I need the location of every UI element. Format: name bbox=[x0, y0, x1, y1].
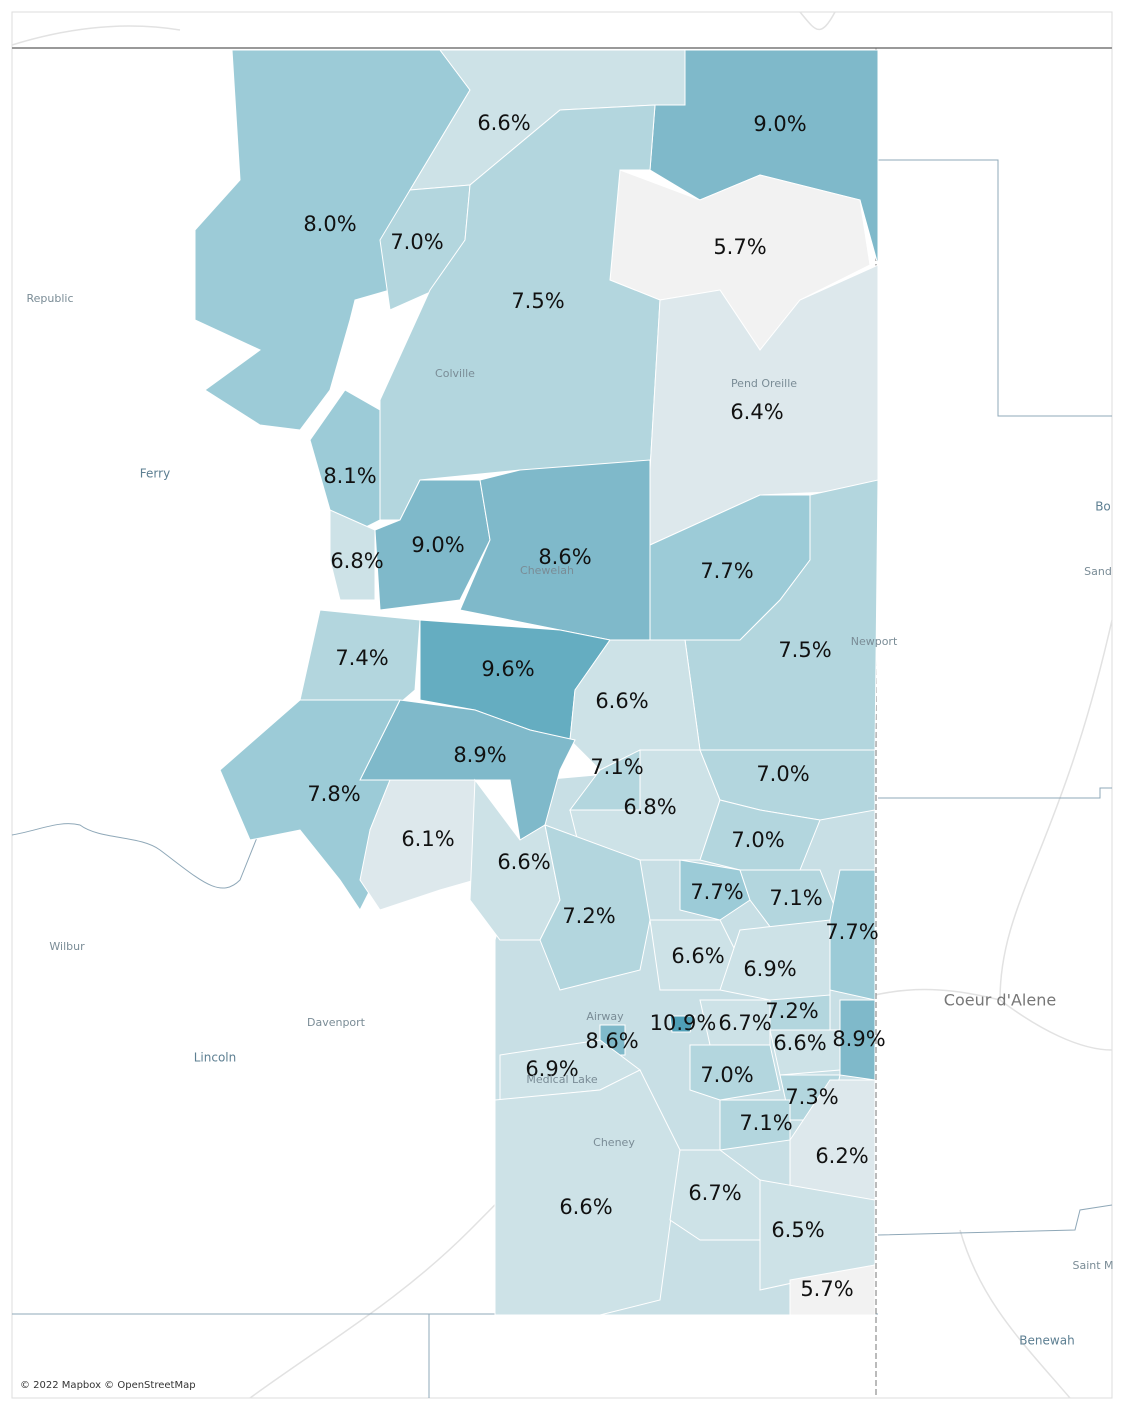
region-label: 6.6% bbox=[497, 850, 550, 874]
region-label: 6.6% bbox=[559, 1195, 612, 1219]
region-label: 6.2% bbox=[815, 1144, 868, 1168]
place-label: Chewelah bbox=[520, 564, 574, 577]
region-label: 7.3% bbox=[785, 1085, 838, 1109]
region-label: 8.0% bbox=[303, 212, 356, 236]
region-label: 8.9% bbox=[832, 1027, 885, 1051]
region bbox=[789, 1264, 876, 1316]
region-label: 7.7% bbox=[825, 920, 878, 944]
region-label: 6.6% bbox=[671, 944, 724, 968]
region-label: 7.1% bbox=[739, 1111, 792, 1135]
region-label: 6.4% bbox=[730, 400, 783, 424]
region-label: 8.9% bbox=[453, 743, 506, 767]
region-label: 7.2% bbox=[562, 904, 615, 928]
region-label: 7.8% bbox=[307, 782, 360, 806]
place-label: Bo bbox=[1095, 500, 1111, 514]
region-label: 9.6% bbox=[481, 657, 534, 681]
place-label: Pend Oreille bbox=[731, 377, 797, 390]
region-label: 7.4% bbox=[335, 646, 388, 670]
region-label: 7.7% bbox=[690, 880, 743, 904]
region-label: 6.8% bbox=[623, 795, 676, 819]
region-label: 7.0% bbox=[390, 230, 443, 254]
region-label: 6.9% bbox=[743, 957, 796, 981]
place-label: Davenport bbox=[307, 1016, 366, 1029]
place-label: Ferry bbox=[140, 467, 170, 481]
region-label: 5.7% bbox=[713, 235, 766, 259]
place-label: Lincoln bbox=[194, 1051, 237, 1065]
region-label: 6.9% bbox=[525, 1057, 578, 1081]
region-label: 5.7% bbox=[800, 1277, 853, 1301]
place-label: Republic bbox=[26, 292, 73, 305]
region-label: 7.1% bbox=[769, 886, 822, 910]
place-label: Newport bbox=[851, 635, 898, 648]
region-label: 6.8% bbox=[330, 549, 383, 573]
region bbox=[689, 1044, 781, 1101]
labels: 8.0% 6.6% 9.0% 5.7% 7.0% 7.5% 6.4% 8.1% 9.0% 8.6%… bbox=[303, 111, 885, 1301]
region bbox=[539, 824, 651, 991]
place-label: Wilbur bbox=[49, 940, 85, 953]
region-label: 7.7% bbox=[700, 559, 753, 583]
regions bbox=[194, 49, 879, 1316]
region-label: 7.1% bbox=[590, 755, 643, 779]
place-label: Saint M bbox=[1072, 1259, 1113, 1272]
region-label: 6.6% bbox=[595, 689, 648, 713]
region bbox=[669, 1015, 696, 1033]
region-label: 7.5% bbox=[511, 289, 564, 313]
region-label: 6.6% bbox=[477, 111, 530, 135]
region-label: 6.6% bbox=[773, 1031, 826, 1055]
region-label: 9.0% bbox=[411, 533, 464, 557]
place-label: Airway bbox=[586, 1010, 624, 1023]
region bbox=[329, 509, 376, 601]
place-label: Cheney bbox=[593, 1136, 635, 1149]
region bbox=[829, 869, 876, 1001]
region-label: 10.9% bbox=[650, 1011, 717, 1035]
region-label: 8.6% bbox=[585, 1029, 638, 1053]
region-label: 7.0% bbox=[731, 828, 784, 852]
place-label: Coeur d'Alene bbox=[944, 991, 1056, 1010]
roads bbox=[11, 11, 1113, 1399]
place-label: Sand bbox=[1084, 565, 1112, 578]
place-label: Medical Lake bbox=[526, 1073, 597, 1086]
region-label: 8.6% bbox=[538, 545, 591, 569]
region-label: 7.5% bbox=[778, 638, 831, 662]
region-label: 9.0% bbox=[753, 112, 806, 136]
place-label: Colville bbox=[435, 367, 475, 380]
places: Republic Ferry Colville Pend Oreille Newport… bbox=[26, 292, 1113, 1348]
region-label: 7.2% bbox=[765, 999, 818, 1023]
region-label: 6.7% bbox=[718, 1011, 771, 1035]
region-label: 6.5% bbox=[771, 1218, 824, 1242]
attribution: © 2022 Mapbox © OpenStreetMap bbox=[20, 1380, 196, 1391]
place-label: Benewah bbox=[1019, 1334, 1074, 1348]
region-label: 8.1% bbox=[323, 464, 376, 488]
region bbox=[679, 859, 751, 921]
region bbox=[769, 1029, 841, 1076]
region-label: 6.1% bbox=[401, 827, 454, 851]
region bbox=[494, 1069, 681, 1316]
region-label: 7.0% bbox=[700, 1063, 753, 1087]
region-label: 6.7% bbox=[688, 1181, 741, 1205]
region-label: 7.0% bbox=[756, 762, 809, 786]
